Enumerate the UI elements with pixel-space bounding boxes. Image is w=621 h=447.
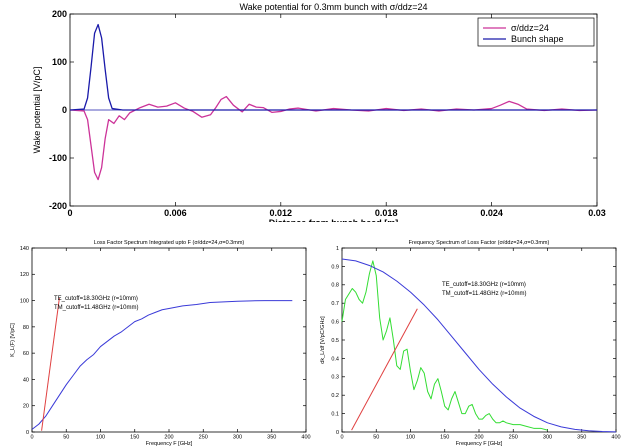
y-tick-label: 0.6 bbox=[331, 320, 339, 326]
x-tick-label: 0.018 bbox=[375, 208, 398, 218]
y-tick-label: 0.1 bbox=[331, 412, 339, 418]
x-tick-label: 0.03 bbox=[588, 208, 606, 218]
x-tick-label: 0.024 bbox=[480, 208, 503, 218]
cutoff-annotation: TE_cutoff=18.30GHz (r=10mm) bbox=[54, 296, 138, 302]
x-axis-label: Frequency F [GHz] bbox=[146, 441, 193, 447]
y-axis-label: K_L(F) [V/pC] bbox=[10, 323, 16, 357]
x-tick-label: 50 bbox=[373, 435, 379, 441]
y-tick-label: 140 bbox=[20, 246, 29, 252]
x-tick-label: 200 bbox=[164, 435, 173, 441]
y-tick-label: 0 bbox=[62, 105, 67, 115]
series-line-0 bbox=[341, 260, 548, 431]
y-tick-label: 0.5 bbox=[331, 338, 339, 344]
chart-title: Frequency Spectrum of Loss Factor (σ/ddz… bbox=[409, 240, 550, 246]
x-tick-label: 150 bbox=[130, 435, 139, 441]
series-line-0 bbox=[31, 300, 293, 430]
series-line-1 bbox=[341, 258, 617, 433]
y-tick-label: 20 bbox=[23, 404, 29, 410]
cutoff-annotation: TM_cutoff=11.48GHz (r=10mm) bbox=[442, 291, 526, 297]
x-tick-label: 400 bbox=[301, 435, 310, 441]
y-tick-label: -100 bbox=[49, 153, 67, 163]
series-line-1 bbox=[41, 297, 60, 431]
chart-title: Wake potential for 0.3mm bunch with σ/dd… bbox=[239, 2, 427, 12]
x-tick-label: 0 bbox=[30, 435, 33, 441]
x-tick-label: 0 bbox=[67, 208, 72, 218]
wake-potential-svg: Wake potential for 0.3mm bunch with σ/dd… bbox=[32, 2, 606, 222]
x-tick-label: 250 bbox=[199, 435, 208, 441]
y-tick-label: 0 bbox=[336, 430, 339, 436]
y-axis-label: Wake potential [V/pC] bbox=[32, 67, 42, 154]
y-tick-label: 0.2 bbox=[331, 393, 339, 399]
x-axis-label: Frequency F [GHz] bbox=[456, 441, 503, 447]
x-tick-label: 250 bbox=[509, 435, 518, 441]
loss-factor-integrated-svg: Loss Factor Spectrum Integrated upto F (… bbox=[10, 240, 311, 447]
legend-entry-0: σ/ddz=24 bbox=[511, 23, 549, 33]
y-tick-label: 0 bbox=[26, 430, 29, 436]
wake-potential-chart: Wake potential for 0.3mm bunch with σ/dd… bbox=[0, 0, 621, 222]
legend-box bbox=[477, 17, 595, 47]
y-tick-label: 40 bbox=[23, 377, 29, 383]
y-tick-label: 120 bbox=[20, 272, 29, 278]
x-tick-label: 50 bbox=[63, 435, 69, 441]
x-axis-label: Distance from bunch head [m] bbox=[269, 218, 399, 222]
x-tick-label: 350 bbox=[577, 435, 586, 441]
y-tick-label: 1 bbox=[336, 246, 339, 252]
cutoff-annotation: TE_cutoff=18.30GHz (r=10mm) bbox=[442, 282, 526, 288]
cutoff-annotation: TM_cutoff=11.48GHz (r=10mm) bbox=[54, 305, 138, 311]
x-tick-label: 0.006 bbox=[164, 208, 187, 218]
series-line-1 bbox=[69, 23, 597, 111]
loss-factor-spectrum-svg: Frequency Spectrum of Loss Factor (σ/ddz… bbox=[320, 240, 621, 447]
y-tick-label: 60 bbox=[23, 351, 29, 357]
y-tick-label: 0.7 bbox=[331, 301, 339, 307]
y-axis-label: dk_L/df [V/pC/GHz] bbox=[320, 316, 326, 364]
y-tick-label: 0.8 bbox=[331, 283, 339, 289]
x-tick-label: 200 bbox=[474, 435, 483, 441]
y-tick-label: 100 bbox=[20, 298, 29, 304]
y-tick-label: 0.9 bbox=[331, 264, 339, 270]
y-tick-label: 200 bbox=[52, 9, 67, 19]
loss-factor-integrated-chart: Loss Factor Spectrum Integrated upto F (… bbox=[0, 232, 314, 447]
legend-entry-1: Bunch shape bbox=[511, 34, 564, 44]
x-tick-label: 300 bbox=[543, 435, 552, 441]
y-tick-label: 0.4 bbox=[331, 356, 339, 362]
x-tick-label: 0 bbox=[340, 435, 343, 441]
series-line-2 bbox=[351, 308, 418, 431]
x-tick-label: 100 bbox=[406, 435, 415, 441]
y-tick-label: 0.3 bbox=[331, 375, 339, 381]
y-tick-label: 80 bbox=[23, 325, 29, 331]
x-tick-label: 0.012 bbox=[270, 208, 293, 218]
loss-factor-spectrum-chart: Frequency Spectrum of Loss Factor (σ/ddz… bbox=[320, 232, 621, 447]
y-tick-label: -200 bbox=[49, 201, 67, 211]
x-tick-label: 150 bbox=[440, 435, 449, 441]
plot-area bbox=[31, 247, 307, 433]
x-tick-label: 350 bbox=[267, 435, 276, 441]
x-tick-label: 300 bbox=[233, 435, 242, 441]
x-tick-label: 100 bbox=[96, 435, 105, 441]
plot-area bbox=[341, 247, 617, 433]
y-tick-label: 100 bbox=[52, 57, 67, 67]
chart-title: Loss Factor Spectrum Integrated upto F (… bbox=[94, 240, 245, 246]
x-tick-label: 400 bbox=[611, 435, 620, 441]
